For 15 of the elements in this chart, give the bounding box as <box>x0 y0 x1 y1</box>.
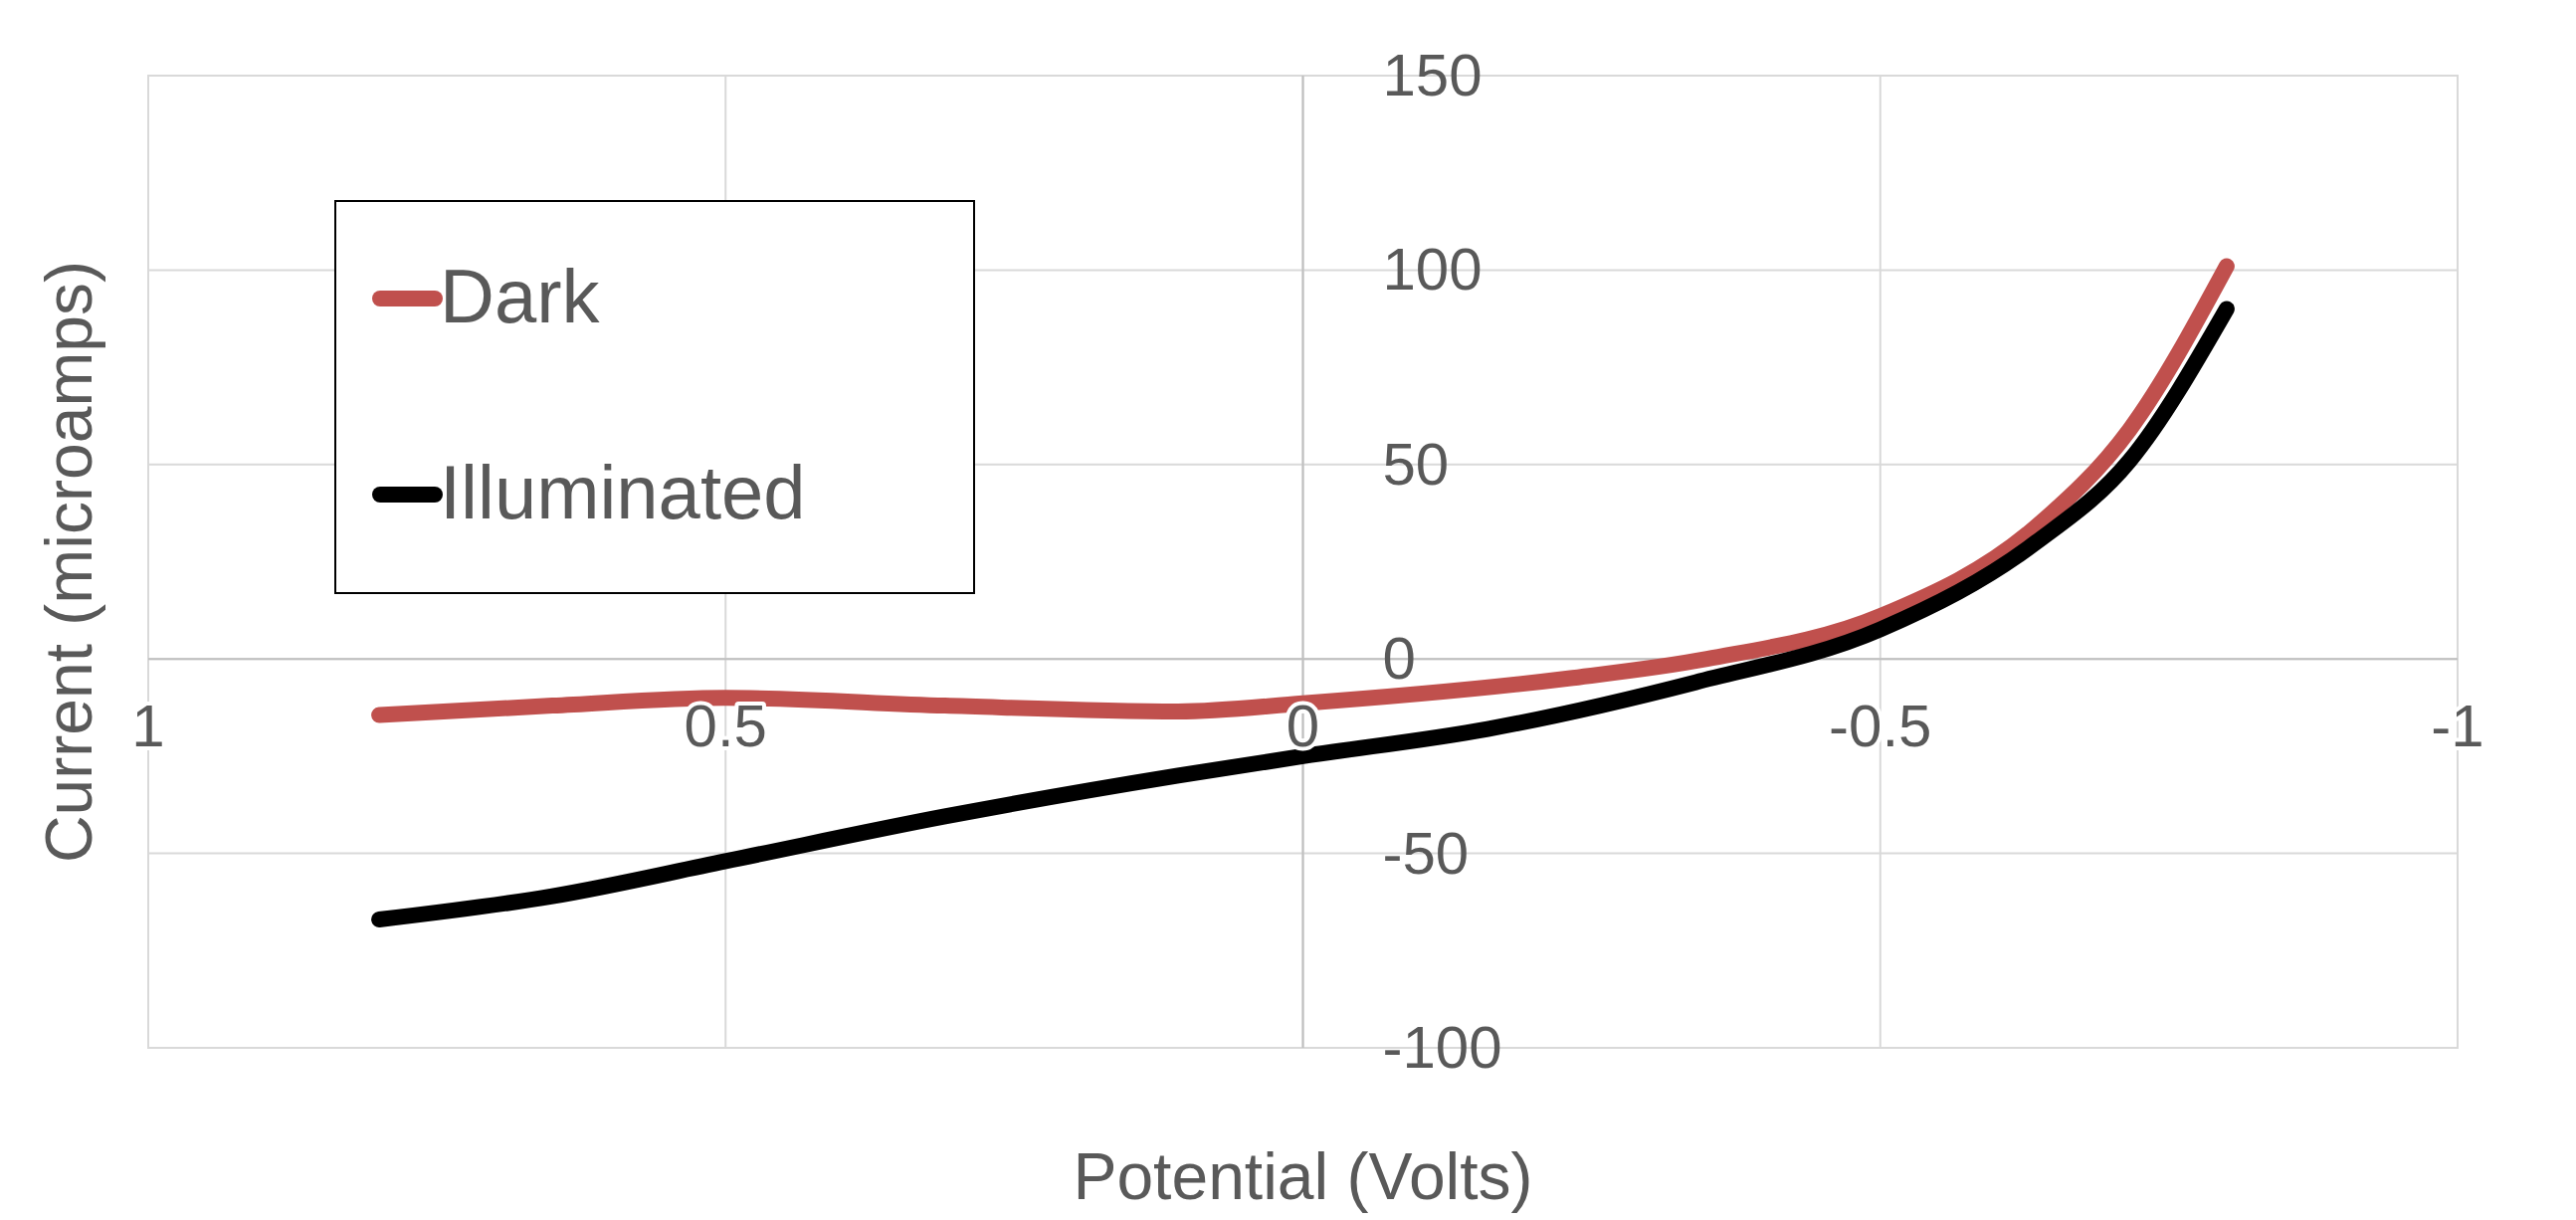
x-tick-label: -1 <box>2431 693 2484 760</box>
legend-label: Dark <box>440 254 601 338</box>
y-axis-title: Current (microamps) <box>32 260 105 864</box>
x-tick-label: -0.5 <box>1829 693 1932 760</box>
x-tick-label: 1 <box>131 693 165 760</box>
x-tick-label: 0.5 <box>684 693 767 760</box>
legend-label: Illuminated <box>440 450 806 534</box>
x-axis-title: Potential (Volts) <box>1073 1139 1533 1213</box>
y-tick-label: 0 <box>1382 625 1416 693</box>
y-tick-label: 150 <box>1382 42 1483 108</box>
y-tick-label: -100 <box>1382 1014 1502 1081</box>
y-tick-label: 100 <box>1382 236 1483 304</box>
y-tick-label: -50 <box>1382 819 1470 887</box>
y-tick-label: 50 <box>1382 430 1450 498</box>
x-tick-label: 0 <box>1286 693 1320 760</box>
